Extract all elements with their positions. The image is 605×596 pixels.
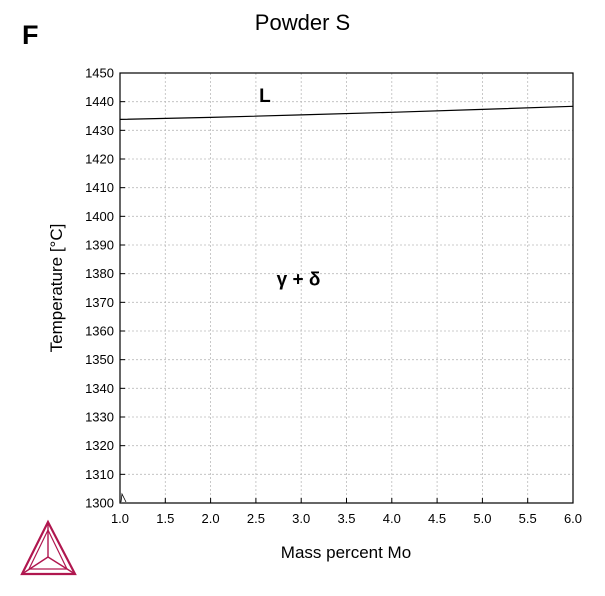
y-tick-label: 1410 — [85, 180, 114, 195]
y-tick-label: 1330 — [85, 410, 114, 425]
y-tick-label: 1320 — [85, 438, 114, 453]
thermo-calc-triangle-icon — [20, 519, 77, 576]
y-tick-label: 1440 — [85, 94, 114, 109]
phase-region-label: L — [259, 86, 271, 107]
y-axis-title: Temperature [°C] — [47, 224, 66, 353]
x-tick-label: 4.0 — [383, 511, 401, 526]
series-group — [119, 105, 574, 503]
corner-mark — [120, 492, 127, 503]
plot-frame — [119, 72, 574, 504]
y-tick-label: 1450 — [85, 66, 114, 81]
logo-inner-triangle — [28, 528, 68, 570]
logo-outer-triangle — [20, 519, 77, 576]
x-tick-label: 1.0 — [111, 511, 129, 526]
logo-spoke — [47, 556, 76, 575]
y-tick-label: 1300 — [85, 496, 114, 511]
liquidus-line — [119, 105, 574, 120]
y-tick-label: 1380 — [85, 266, 114, 281]
y-tick-label: 1350 — [85, 352, 114, 367]
x-tick-label: 2.5 — [247, 511, 265, 526]
y-tick-label: 1340 — [85, 381, 114, 396]
y-tick-label: 1370 — [85, 295, 114, 310]
x-tick-label: 4.5 — [428, 511, 446, 526]
chart-title: Powder S — [254, 10, 351, 35]
axis-ticks: 1.0 1.5 2.0 2.5 3.0 3.5 4.0 4.5 5.0 5.5 6.0 1300 131… — [85, 66, 582, 527]
x-axis-title: Mass percent Mo — [281, 543, 411, 562]
y-tick-label: 1400 — [85, 209, 114, 224]
grid — [120, 73, 573, 503]
x-tick-label: 3.5 — [337, 511, 355, 526]
x-tick-label: 2.0 — [202, 511, 220, 526]
phase-region-label: γ + δ — [277, 269, 321, 290]
x-tick-label: 6.0 — [564, 511, 582, 526]
y-tick-label: 1360 — [85, 324, 114, 339]
x-tick-label: 3.0 — [292, 511, 310, 526]
y-tick-label: 1420 — [85, 152, 114, 167]
x-tick-label: 5.0 — [473, 511, 491, 526]
y-tick-label: 1430 — [85, 123, 114, 138]
x-tick-label: 5.5 — [519, 511, 537, 526]
y-tick-label: 1390 — [85, 238, 114, 253]
y-tick-label: 1310 — [85, 467, 114, 482]
logo-spoke — [21, 556, 49, 575]
annotations: Lγ + δ — [259, 86, 320, 290]
x-tick-label: 1.5 — [156, 511, 174, 526]
panel-label: F — [22, 20, 39, 50]
